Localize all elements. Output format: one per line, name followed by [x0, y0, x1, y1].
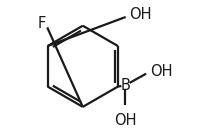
Text: OH: OH — [129, 7, 152, 22]
Text: OH: OH — [150, 64, 172, 79]
Text: B: B — [120, 78, 130, 93]
Text: OH: OH — [114, 113, 137, 128]
Text: F: F — [37, 16, 46, 31]
